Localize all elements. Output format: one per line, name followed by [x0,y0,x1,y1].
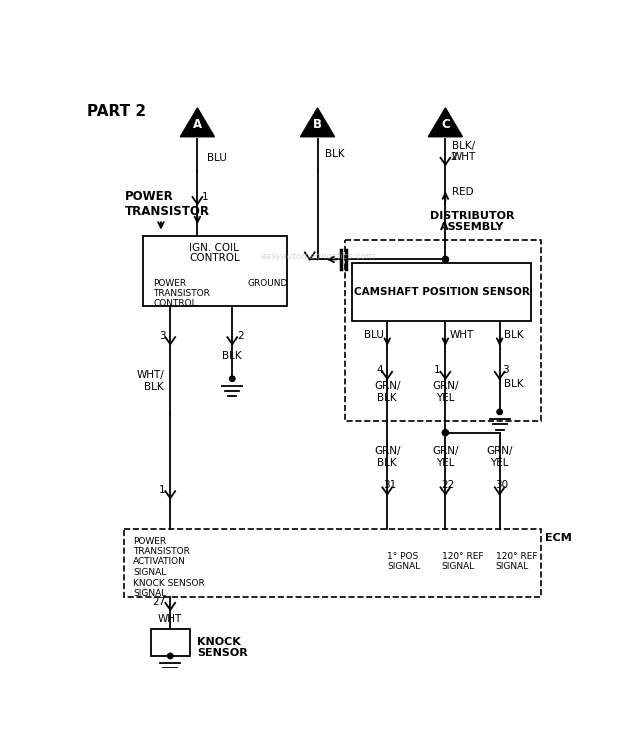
Polygon shape [180,108,214,136]
Text: PART 2: PART 2 [87,104,146,118]
Text: CAMSHAFT POSITION SENSOR: CAMSHAFT POSITION SENSOR [353,286,530,297]
Bar [143,236,287,305]
Text: GRN/
YEL: GRN/ YEL [432,381,459,403]
Text: GROUND: GROUND [248,279,288,288]
Circle shape [497,410,502,415]
Text: BLK: BLK [325,149,345,159]
Text: RED: RED [452,188,473,197]
Text: B: B [313,118,322,130]
Text: 30: 30 [496,480,509,490]
Text: KNOCK
SENSOR: KNOCK SENSOR [197,637,248,658]
Text: GRN/
YEL: GRN/ YEL [432,446,459,468]
Text: KNOCK SENSOR
SIGNAL: KNOCK SENSOR SIGNAL [133,579,205,598]
Text: POWER
TRANSISTOR
CONTROL: POWER TRANSISTOR CONTROL [153,279,210,308]
Circle shape [229,376,235,382]
Text: 4: 4 [376,365,383,375]
Text: BLK: BLK [504,330,523,340]
Text: WHT: WHT [449,330,473,340]
Text: 27: 27 [153,597,166,607]
Text: ECM: ECM [544,532,571,543]
Text: POWER
TRANSISTOR: POWER TRANSISTOR [125,190,210,218]
Text: A: A [193,118,202,130]
Text: CONTROL: CONTROL [189,253,240,262]
Text: 120° REF
SIGNAL: 120° REF SIGNAL [441,552,483,572]
Text: 120° REF
SIGNAL: 120° REF SIGNAL [496,552,537,572]
Text: 22: 22 [441,480,454,490]
Text: C: C [441,118,450,130]
Text: BLK/
WHT: BLK/ WHT [452,141,476,163]
Text: GRN/
BLK: GRN/ BLK [374,381,400,403]
Text: 2: 2 [237,332,243,341]
Text: GRN/
YEL: GRN/ YEL [486,446,513,468]
Circle shape [167,653,173,658]
Text: BLU: BLU [206,153,227,163]
Text: 3: 3 [502,365,509,375]
Circle shape [442,430,449,436]
Bar [352,263,531,321]
Bar [151,629,190,656]
Text: 2: 2 [450,152,457,162]
Bar [345,240,541,421]
Text: WHT: WHT [158,614,182,624]
Circle shape [442,256,449,262]
Text: BLK: BLK [222,351,242,361]
Text: 3: 3 [159,332,166,341]
Text: WHT/
BLK: WHT/ BLK [137,370,164,392]
Text: 1: 1 [202,192,209,202]
Text: GRN/
BLK: GRN/ BLK [374,446,400,468]
Text: 31: 31 [383,480,396,490]
Bar [124,529,541,597]
Text: DISTRIBUTOR
ASSEMBLY: DISTRIBUTOR ASSEMBLY [430,211,515,232]
Text: IGN. COIL: IGN. COIL [190,243,239,253]
Text: easyautodiagnostics.com: easyautodiagnostics.com [260,252,375,261]
Text: BLU: BLU [363,330,383,340]
Text: BLK: BLK [504,380,523,389]
Polygon shape [300,108,334,136]
Text: 1: 1 [434,365,441,375]
Text: 1: 1 [159,485,166,496]
Polygon shape [428,108,462,136]
Text: 1° POS
SIGNAL: 1° POS SIGNAL [387,552,420,572]
Text: POWER
TRANSISTOR
ACTIVATION
SIGNAL: POWER TRANSISTOR ACTIVATION SIGNAL [133,536,190,577]
